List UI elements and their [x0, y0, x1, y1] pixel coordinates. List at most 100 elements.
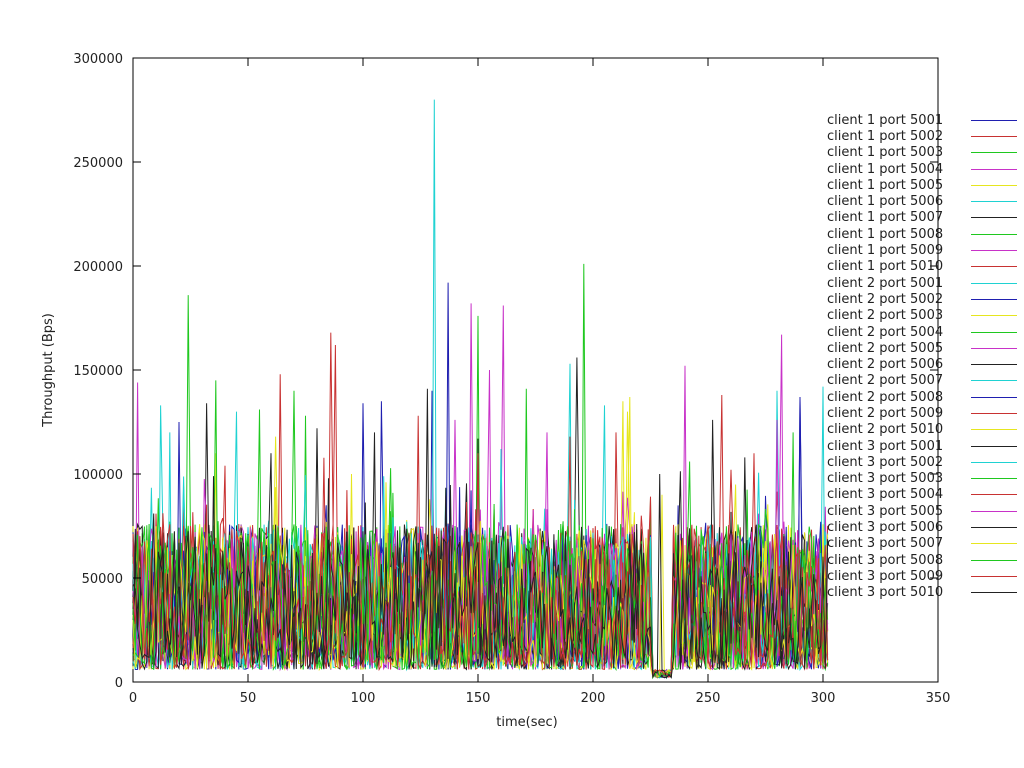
legend-label: client 3 port 5008 — [827, 552, 944, 568]
legend-label: client 2 port 5008 — [827, 389, 944, 405]
x-tick-label: 350 — [926, 691, 951, 706]
x-axis-title: time(sec) — [496, 715, 557, 730]
legend-item: client 1 port 5005 — [827, 177, 1019, 193]
legend-item: client 3 port 5007 — [827, 536, 1019, 552]
legend-item: client 2 port 5004 — [827, 324, 1019, 340]
x-tick-label: 100 — [351, 691, 376, 706]
legend-swatch — [971, 250, 1017, 252]
legend-swatch — [971, 135, 1017, 137]
legend-item: client 3 port 5002 — [827, 454, 1019, 470]
x-tick-label: 200 — [581, 691, 606, 706]
legend-swatch — [971, 510, 1017, 512]
legend-label: client 1 port 5008 — [827, 226, 944, 242]
legend-label: client 1 port 5009 — [827, 243, 944, 259]
legend-swatch — [971, 298, 1017, 300]
legend-swatch — [971, 445, 1017, 447]
legend-item: client 2 port 5007 — [827, 373, 1019, 389]
legend-swatch — [971, 233, 1017, 235]
legend-label: client 3 port 5003 — [827, 471, 944, 487]
legend-swatch — [971, 347, 1017, 349]
x-tick-label: 0 — [129, 691, 137, 706]
legend-label: client 2 port 5002 — [827, 291, 944, 307]
legend-swatch — [971, 266, 1017, 268]
series-line — [132, 473, 829, 679]
legend-swatch — [971, 380, 1017, 382]
legend-label: client 3 port 5004 — [827, 487, 944, 503]
legend-label: client 2 port 5007 — [827, 373, 944, 389]
legend-item: client 1 port 5008 — [827, 226, 1019, 242]
legend-swatch — [971, 461, 1017, 463]
legend: client 1 port 5001 client 1 port 5002 clie… — [827, 112, 1019, 601]
legend-label: client 1 port 5003 — [827, 145, 944, 161]
legend-item: client 2 port 5005 — [827, 340, 1019, 356]
legend-item: client 2 port 5001 — [827, 275, 1019, 291]
legend-label: client 2 port 5003 — [827, 308, 944, 324]
legend-label: client 2 port 5010 — [827, 422, 944, 438]
legend-swatch — [971, 575, 1017, 577]
legend-swatch — [971, 184, 1017, 186]
legend-item: client 1 port 5009 — [827, 242, 1019, 258]
legend-label: client 1 port 5001 — [827, 112, 944, 128]
series-layer — [132, 99, 829, 680]
legend-swatch — [971, 331, 1017, 333]
legend-item: client 2 port 5003 — [827, 308, 1019, 324]
legend-label: client 1 port 5010 — [827, 259, 944, 275]
legend-label: client 3 port 5005 — [827, 503, 944, 519]
legend-swatch — [971, 168, 1017, 170]
legend-item: client 2 port 5008 — [827, 389, 1019, 405]
legend-swatch — [971, 217, 1017, 219]
legend-label: client 3 port 5010 — [827, 585, 944, 601]
legend-item: client 2 port 5006 — [827, 356, 1019, 372]
legend-label: client 1 port 5005 — [827, 177, 944, 193]
series-line — [132, 482, 829, 677]
legend-swatch — [971, 364, 1017, 366]
legend-label: client 1 port 5007 — [827, 210, 944, 226]
legend-label: client 2 port 5001 — [827, 275, 944, 291]
legend-swatch — [971, 119, 1017, 121]
legend-item: client 2 port 5010 — [827, 422, 1019, 438]
y-tick-label: 0 — [115, 676, 123, 691]
legend-label: client 2 port 5006 — [827, 357, 944, 373]
legend-label: client 2 port 5005 — [827, 340, 944, 356]
y-axis-title: Throughput (Bps) — [41, 313, 56, 428]
legend-label: client 1 port 5002 — [827, 128, 944, 144]
y-tick-label: 150000 — [73, 364, 123, 379]
legend-item: client 3 port 5006 — [827, 519, 1019, 535]
legend-label: client 3 port 5007 — [827, 536, 944, 552]
legend-label: client 3 port 5009 — [827, 568, 944, 584]
y-tick-label: 300000 — [73, 52, 123, 67]
legend-item: client 1 port 5004 — [827, 161, 1019, 177]
legend-label: client 3 port 5002 — [827, 454, 944, 470]
legend-item: client 1 port 5002 — [827, 128, 1019, 144]
legend-item: client 2 port 5002 — [827, 291, 1019, 307]
legend-label: client 3 port 5001 — [827, 438, 944, 454]
legend-item: client 1 port 5003 — [827, 145, 1019, 161]
legend-item: client 3 port 5003 — [827, 471, 1019, 487]
legend-item: client 3 port 5009 — [827, 568, 1019, 584]
legend-label: client 3 port 5006 — [827, 520, 944, 536]
legend-label: client 1 port 5004 — [827, 161, 944, 177]
legend-item: client 3 port 5001 — [827, 438, 1019, 454]
legend-label: client 2 port 5004 — [827, 324, 944, 340]
legend-item: client 3 port 5004 — [827, 487, 1019, 503]
legend-swatch — [971, 152, 1017, 154]
legend-swatch — [971, 412, 1017, 414]
legend-swatch — [971, 201, 1017, 203]
x-tick-label: 150 — [466, 691, 491, 706]
legend-item: client 3 port 5008 — [827, 552, 1019, 568]
legend-swatch — [971, 396, 1017, 398]
legend-item: client 3 port 5005 — [827, 503, 1019, 519]
legend-item: client 1 port 5010 — [827, 259, 1019, 275]
y-tick-label: 250000 — [73, 156, 123, 171]
legend-swatch — [971, 543, 1017, 545]
legend-swatch — [971, 429, 1017, 431]
legend-item: client 2 port 5009 — [827, 405, 1019, 421]
legend-swatch — [971, 559, 1017, 561]
legend-item: client 3 port 5010 — [827, 585, 1019, 601]
y-tick-label: 50000 — [82, 572, 123, 587]
x-tick-label: 250 — [696, 691, 721, 706]
legend-item: client 1 port 5007 — [827, 210, 1019, 226]
legend-swatch — [971, 494, 1017, 496]
y-tick-label: 100000 — [73, 468, 123, 483]
